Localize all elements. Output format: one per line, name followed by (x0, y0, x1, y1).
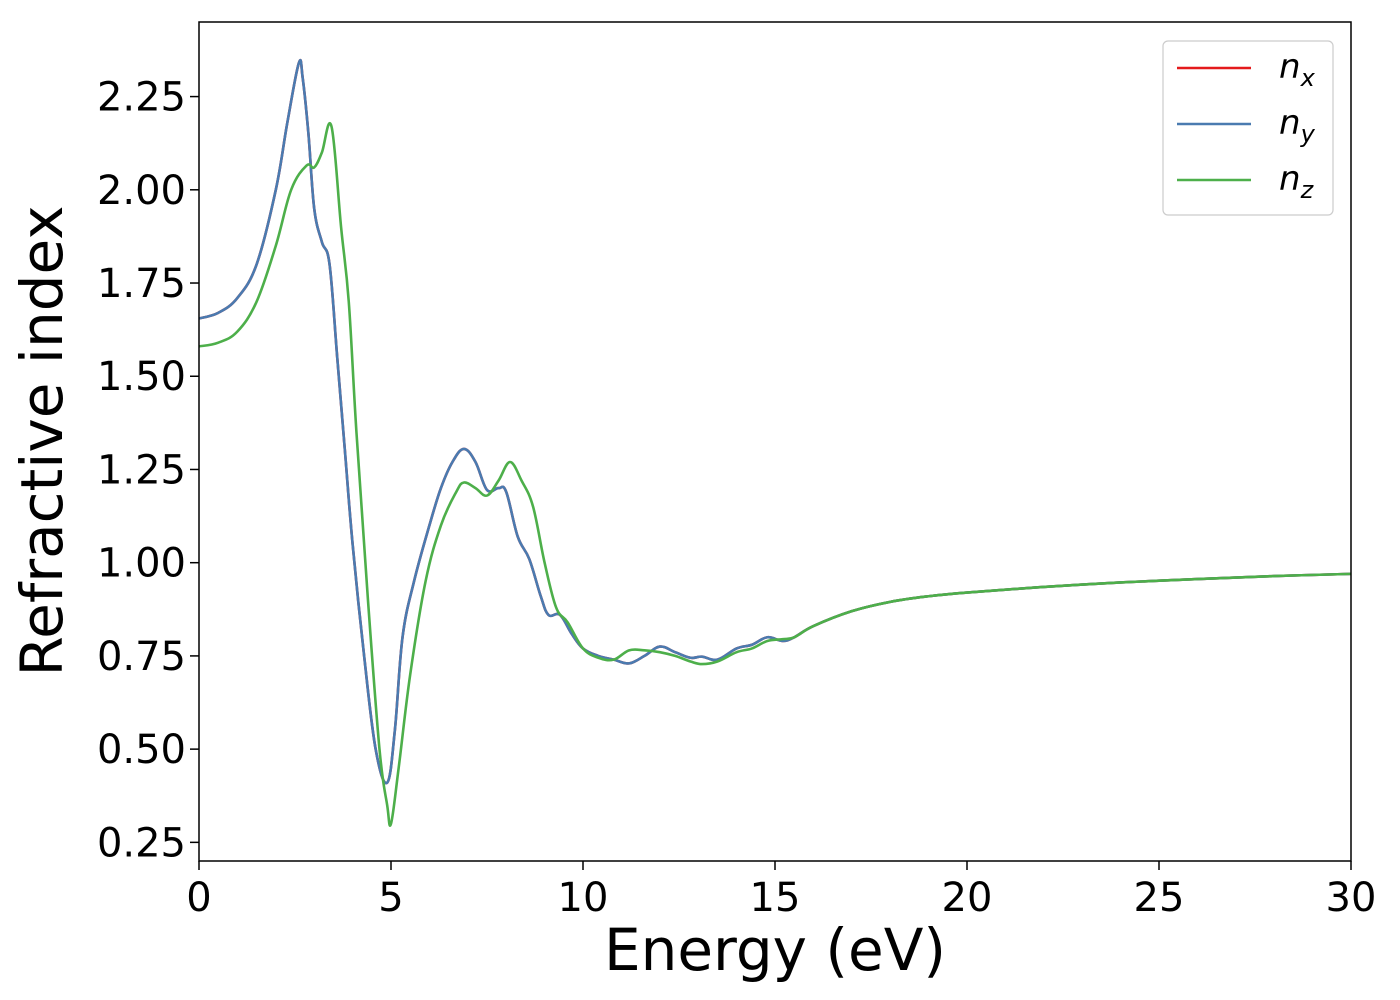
y-axis-ticks: 0.25 0.50 0.75 1.00 1.25 1.50 1.75 2.00 2.25 (97, 75, 199, 866)
legend: nx ny nz (1162, 40, 1334, 216)
x-axis-ticks: 0 5 10 15 20 25 30 (186, 861, 1376, 921)
y-tick-label: 0.50 (97, 727, 186, 773)
x-tick-label: 20 (942, 875, 993, 921)
y-tick-label: 0.75 (97, 634, 186, 680)
legend-label-x: nx (1279, 47, 1316, 92)
y-tick-label: 1.25 (97, 447, 186, 493)
y-tick-label: 1.00 (97, 541, 186, 587)
legend-box (1162, 40, 1334, 216)
x-tick-label: 10 (558, 875, 609, 921)
legend-label-y: ny (1279, 103, 1316, 148)
series-line-z (199, 122, 1351, 827)
legend-label-z: nz (1279, 159, 1315, 204)
y-axis-label: Refractive index (8, 205, 76, 676)
y-tick-label: 2.00 (97, 168, 186, 214)
y-tick-label: 1.75 (97, 261, 186, 307)
x-tick-label: 30 (1326, 875, 1377, 921)
y-tick-label: 2.25 (97, 75, 186, 121)
x-tick-label: 15 (750, 875, 801, 921)
y-tick-label: 0.25 (97, 820, 186, 866)
x-axis-label: Energy (eV) (604, 916, 946, 984)
x-tick-label: 5 (378, 875, 403, 921)
y-tick-label: 1.50 (97, 354, 186, 400)
x-tick-label: 0 (186, 875, 211, 921)
x-tick-label: 25 (1134, 875, 1185, 921)
